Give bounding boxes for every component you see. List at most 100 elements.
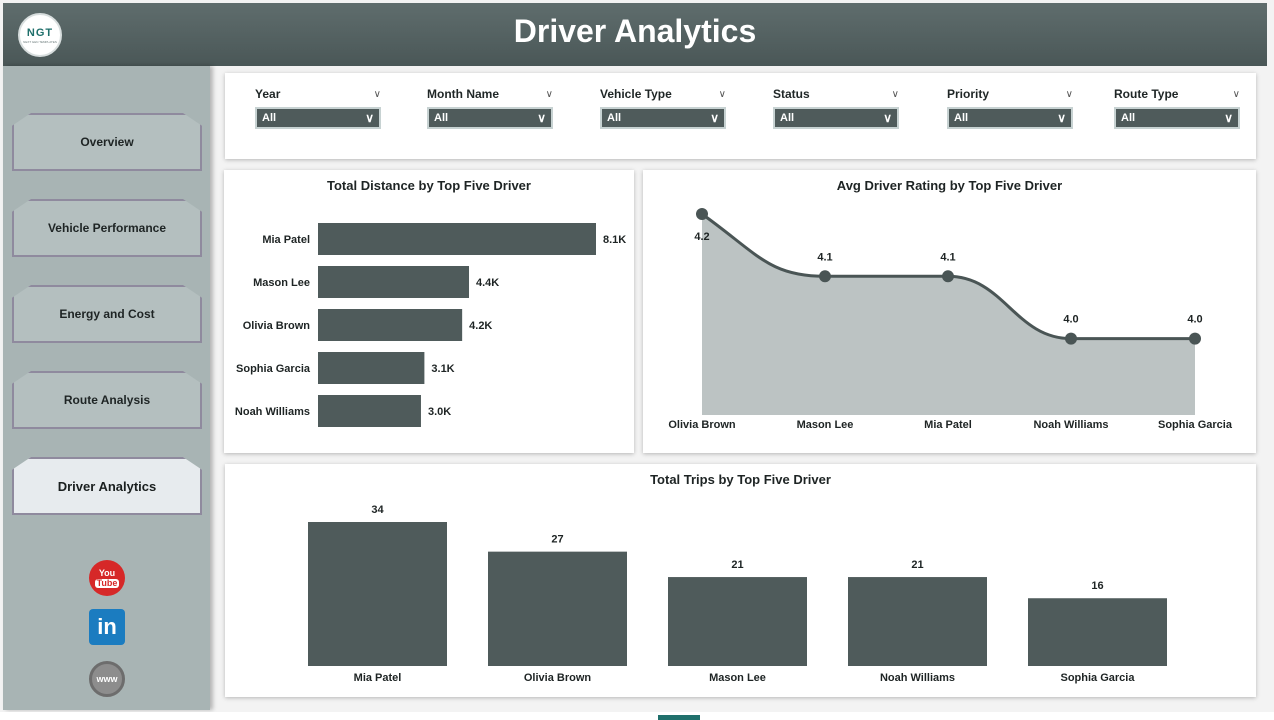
nav-button-overview[interactable]: Overview [12,113,202,171]
sidebar: Overview Vehicle Performance Energy and … [3,66,210,710]
bar [318,309,463,341]
active-page-tab[interactable] [658,715,700,720]
data-point [1189,332,1201,345]
data-label: 4.0 [1063,314,1078,326]
filter-route-type: Route Type ∨ All ∨ [1114,85,1240,129]
chevron-down-icon: ∨ [883,111,892,125]
page-title: Driver Analytics [513,13,757,49]
nav-button-vehicle-performance[interactable]: Vehicle Performance [12,199,202,257]
chevron-down-icon: ∨ [1057,111,1066,125]
distance-chart-card: Total Distance by Top Five Driver Mia Pa… [224,170,634,453]
filter-panel: Year ∨ All ∨ Month Name ∨ All ∨ Vehicle Type… [225,73,1256,159]
data-label: 4.1 [940,251,955,263]
youtube-text-top: You [98,567,116,578]
filter-label: Status [773,87,810,101]
category-label: Mason Lee [709,672,766,684]
bar [308,522,447,666]
youtube-text-bottom: Tube [94,577,120,588]
nav-label: Driver Analytics [57,478,157,494]
website-text: www [96,674,118,684]
trips-chart-card: Total Trips by Top Five Driver 34 Mia Pat… [225,464,1256,697]
route-type-dropdown[interactable]: All ∨ [1114,107,1240,129]
priority-dropdown[interactable]: All ∨ [947,107,1073,129]
chart-title: Total Trips by Top Five Driver [650,472,831,487]
data-label: 4.4K [476,277,499,289]
dropdown-value: All [607,112,622,124]
data-point [819,270,831,283]
data-label: 16 [1091,580,1103,592]
category-label: Mia Patel [354,672,402,684]
bar [848,577,987,666]
chevron-down-icon[interactable]: ∨ [1065,88,1073,100]
category-label: Mia Patel [924,419,972,431]
chevron-down-icon: ∨ [537,111,546,125]
category-label: Olivia Brown [524,672,592,684]
data-label: 4.2 [694,231,709,243]
dropdown-value: All [1121,112,1136,124]
nav-button-driver-analytics[interactable]: Driver Analytics [12,457,202,515]
filter-vehicle-type: Vehicle Type ∨ All ∨ [600,85,726,129]
logo-text: NGT [26,26,54,39]
bar [318,395,421,427]
data-label: 21 [911,559,923,571]
linkedin-icon[interactable]: in [89,609,125,645]
bar [318,223,596,255]
data-label: 3.1K [431,363,454,375]
chevron-down-icon[interactable]: ∨ [373,88,381,100]
filter-priority: Priority ∨ All ∨ [947,85,1073,129]
category-label: Noah Williams [235,406,310,418]
chart-title: Total Distance by Top Five Driver [327,178,531,193]
header-bar: NGT NEXT GEN TEMPLATES Driver Analytics [3,3,1267,66]
chevron-down-icon[interactable]: ∨ [891,88,899,100]
dropdown-value: All [780,112,795,124]
nav-label: Overview [80,135,134,149]
data-label: 4.2K [469,320,492,332]
distance-bar-chart: Mia Patel 8.1K Mason Lee 4.4K Olivia Brown 4.… [235,223,626,427]
filter-label: Year [255,87,281,101]
chart-title: Avg Driver Rating by Top Five Driver [836,178,1063,193]
website-globe-icon[interactable]: www [89,661,125,697]
dropdown-value: All [434,112,449,124]
page-tabs-strip [0,712,1274,720]
vehicle-type-dropdown[interactable]: All ∨ [600,107,726,129]
rating-area-chart: 4.2 Olivia Brown 4.1 Mason Lee 4.1 Mia Patel 4… [668,208,1233,431]
data-label: 27 [551,534,563,546]
chevron-down-icon[interactable]: ∨ [1232,88,1240,100]
data-label: 21 [731,559,743,571]
youtube-icon[interactable]: You Tube [89,560,125,596]
filter-label: Vehicle Type [600,87,672,101]
category-label: Sophia Garcia [1158,419,1233,431]
chevron-down-icon[interactable]: ∨ [545,88,553,100]
chevron-down-icon: ∨ [365,111,374,125]
category-label: Mia Patel [262,234,310,246]
category-label: Noah Williams [1033,419,1108,431]
dropdown-value: All [954,112,969,124]
nav-button-route-analysis[interactable]: Route Analysis [12,371,202,429]
area-fill [702,214,1195,415]
month-name-dropdown[interactable]: All ∨ [427,107,553,129]
rating-chart-card: Avg Driver Rating by Top Five Driver 4.2… [643,170,1256,453]
chevron-down-icon: ∨ [710,111,719,125]
nav-label: Route Analysis [63,393,151,407]
dropdown-value: All [262,112,277,124]
category-label: Mason Lee [797,419,854,431]
data-point [696,208,708,220]
nav-button-energy-and-cost[interactable]: Energy and Cost [12,285,202,343]
data-point [1065,332,1077,345]
filter-month-name: Month Name ∨ All ∨ [427,85,553,129]
nav-label: Energy and Cost [59,307,155,321]
category-label: Noah Williams [880,672,955,684]
status-dropdown[interactable]: All ∨ [773,107,899,129]
data-label: 3.0K [428,406,451,418]
chevron-down-icon[interactable]: ∨ [718,88,726,100]
data-label: 8.1K [603,234,626,246]
trips-bar-chart: 34 Mia Patel 27 Olivia Brown 21 Mason Lee 21 No… [308,504,1167,684]
filter-status: Status ∨ All ∨ [773,85,899,129]
logo-subtext: NEXT GEN TEMPLATES [23,39,57,44]
year-dropdown[interactable]: All ∨ [255,107,381,129]
filter-label: Route Type [1114,87,1179,101]
nav-label: Vehicle Performance [47,221,167,235]
category-label: Olivia Brown [243,320,311,332]
category-label: Olivia Brown [668,419,736,431]
category-label: Mason Lee [253,277,310,289]
